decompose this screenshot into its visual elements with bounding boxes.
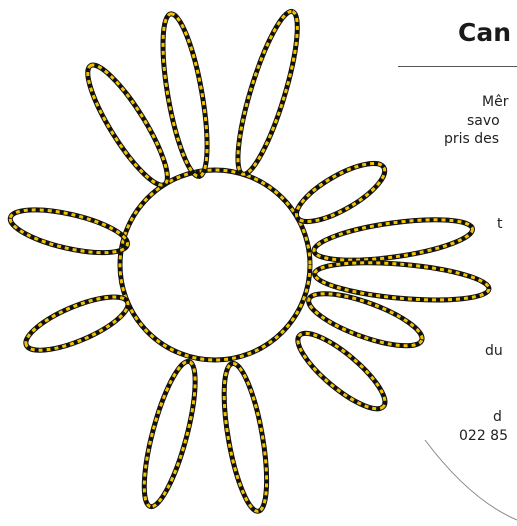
rope-petal bbox=[288, 323, 394, 420]
curve bbox=[425, 440, 517, 520]
text-line: d bbox=[493, 409, 502, 425]
title: Can bbox=[458, 18, 511, 47]
text-line: savo bbox=[467, 113, 500, 129]
text-line: 022 85 bbox=[459, 428, 508, 444]
rope-petal bbox=[288, 323, 394, 420]
text-line: du bbox=[485, 343, 503, 359]
text-line: t bbox=[497, 216, 503, 232]
rope-flower bbox=[7, 7, 491, 515]
text-line: Mêr bbox=[482, 94, 508, 110]
rope-petal bbox=[289, 153, 393, 232]
text-line: pris des bbox=[444, 131, 499, 147]
decoration bbox=[0, 0, 517, 526]
title-rule bbox=[398, 66, 517, 67]
page: Can Mêr savo pris des t du d 022 85 (() … bbox=[0, 0, 517, 526]
rope-petal bbox=[20, 286, 135, 360]
